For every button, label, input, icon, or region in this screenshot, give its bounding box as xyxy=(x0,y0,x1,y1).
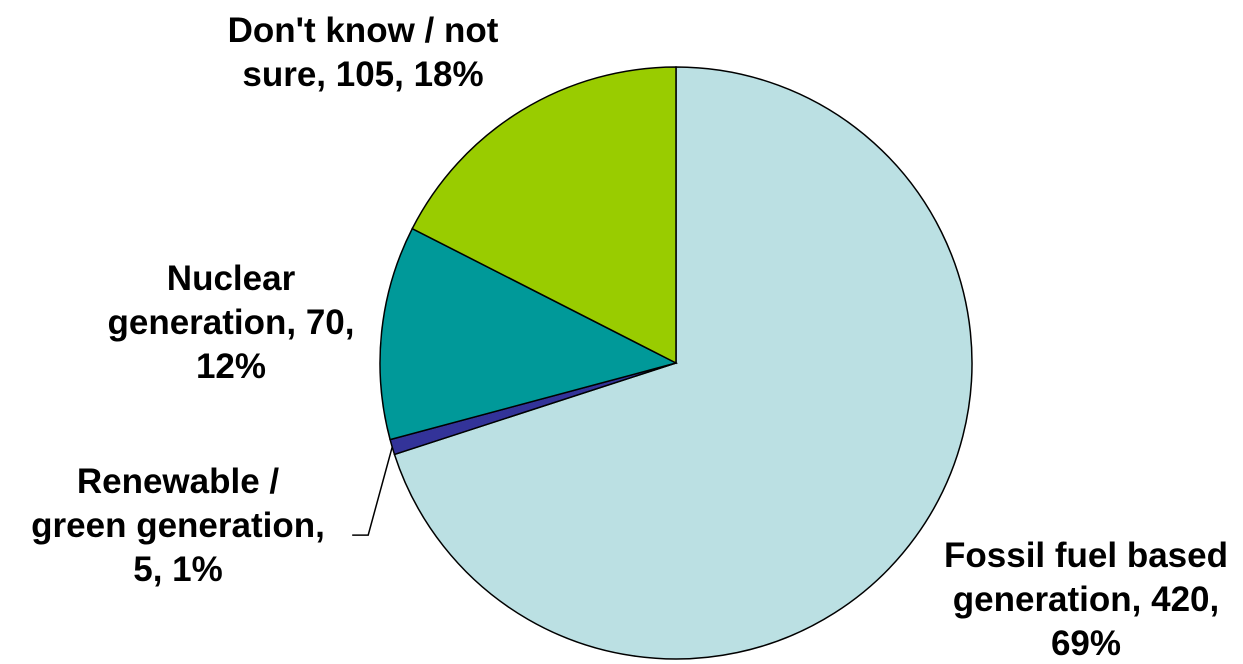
pie-slice-2 xyxy=(379,227,679,441)
slice-labels: Fossil fuel based generation, 420, 69% Rene… xyxy=(31,11,1228,663)
leader-lines xyxy=(352,446,393,536)
slice-label-3: Don't know / not sure, 105, 18% xyxy=(228,11,499,94)
slice-label-line: Fossil fuel based xyxy=(944,536,1228,575)
slice-label-line: generation, 420, xyxy=(953,580,1219,619)
slice-label-line: green generation, xyxy=(31,506,325,545)
slice-label-line: Don't know / not xyxy=(228,11,499,50)
slice-label-line: Nuclear xyxy=(167,259,296,298)
slice-label-line: generation, 70, xyxy=(107,303,354,342)
pie-slice-3 xyxy=(411,66,677,365)
slice-label-line: 5, 1% xyxy=(133,550,223,589)
slice-label-line: sure, 105, 18% xyxy=(242,55,483,94)
pie-slices xyxy=(379,66,973,660)
slice-label-line: 69% xyxy=(1051,624,1121,663)
pie-slice-0 xyxy=(393,66,973,660)
slice-label-2: Nuclear generation, 70, 12% xyxy=(107,259,354,386)
slice-label-0: Fossil fuel based generation, 420, 69% xyxy=(944,536,1228,663)
leader-line-renewable xyxy=(352,446,393,536)
slice-label-line: 12% xyxy=(196,347,266,386)
slice-label-1: Renewable / green generation, 5, 1% xyxy=(31,462,325,589)
slice-label-line: Renewable / xyxy=(77,462,280,501)
